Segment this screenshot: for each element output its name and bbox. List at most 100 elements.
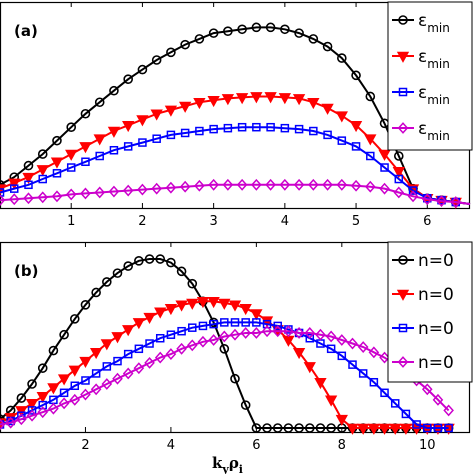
data-point xyxy=(229,328,241,341)
data-point xyxy=(250,309,263,321)
data-point xyxy=(69,393,81,406)
data-point xyxy=(179,101,192,113)
data-point xyxy=(198,321,208,331)
data-point xyxy=(380,163,389,172)
data-point xyxy=(283,423,294,433)
data-point xyxy=(91,287,101,298)
data-point xyxy=(230,318,240,327)
data-point xyxy=(122,184,134,197)
data-point xyxy=(325,330,337,343)
data-point xyxy=(219,343,230,354)
data-point xyxy=(369,377,379,387)
data-point xyxy=(122,367,134,380)
data-point xyxy=(0,194,6,207)
data-point xyxy=(393,186,405,199)
panel-a: 1 2 3 4 5 6 (a) εmin εmin εmin εmin xyxy=(0,1,473,229)
data-point xyxy=(155,333,165,343)
data-point xyxy=(94,186,106,199)
x-axis-label: kyρi xyxy=(212,454,243,474)
data-point xyxy=(150,109,163,121)
data-point xyxy=(166,330,176,339)
data-point xyxy=(194,179,205,192)
legend-label: n=0 xyxy=(418,319,454,339)
data-point xyxy=(230,373,240,384)
data-point xyxy=(107,126,121,138)
data-point xyxy=(89,348,103,360)
data-point xyxy=(15,406,28,418)
data-point xyxy=(380,388,389,398)
data-point xyxy=(264,92,277,104)
data-point xyxy=(37,406,49,419)
data-point xyxy=(351,70,361,81)
data-point xyxy=(450,196,462,209)
data-point xyxy=(59,329,69,340)
data-point xyxy=(188,323,197,332)
data-point xyxy=(432,393,444,406)
data-point xyxy=(197,335,209,348)
data-point xyxy=(326,344,336,354)
data-point xyxy=(364,134,377,146)
data-point xyxy=(101,378,113,390)
x-tick-label: 6 xyxy=(423,214,431,229)
data-point xyxy=(305,333,315,343)
data-point xyxy=(16,413,27,426)
data-point xyxy=(154,351,166,364)
data-point xyxy=(93,134,106,146)
data-point xyxy=(102,362,112,371)
data-point xyxy=(236,178,248,191)
data-point xyxy=(265,22,276,33)
series-line xyxy=(0,95,471,205)
data-point xyxy=(123,261,133,271)
data-point xyxy=(176,266,187,277)
data-point xyxy=(137,183,148,196)
data-point xyxy=(80,187,91,200)
data-point xyxy=(309,126,318,136)
data-point xyxy=(294,423,304,433)
data-point xyxy=(207,296,220,309)
data-point xyxy=(207,96,220,108)
data-point xyxy=(208,28,219,38)
data-point xyxy=(308,178,319,191)
data-point xyxy=(112,268,123,278)
data-point xyxy=(261,325,273,338)
data-point xyxy=(241,318,250,327)
data-point xyxy=(79,356,92,368)
data-point xyxy=(308,34,319,44)
data-point xyxy=(279,178,291,191)
data-point xyxy=(166,47,176,58)
data-point xyxy=(90,383,102,396)
data-point xyxy=(36,392,49,404)
data-point xyxy=(65,188,77,201)
data-point xyxy=(237,24,247,35)
data-point xyxy=(186,298,199,310)
data-point xyxy=(408,186,418,195)
data-point xyxy=(66,163,76,172)
data-point xyxy=(293,178,305,191)
data-point xyxy=(132,318,146,330)
data-point xyxy=(65,149,78,161)
data-point xyxy=(252,122,261,132)
legend-marker xyxy=(398,87,408,97)
data-point xyxy=(294,124,304,134)
panel-label: (b) xyxy=(14,262,38,280)
data-point xyxy=(283,325,294,338)
data-point xyxy=(166,130,176,140)
data-point xyxy=(27,406,37,415)
legend-label: εmin xyxy=(418,11,450,35)
data-point xyxy=(109,85,119,96)
data-point xyxy=(262,319,272,329)
data-point xyxy=(27,379,37,389)
data-point xyxy=(346,423,359,435)
data-point xyxy=(266,122,275,132)
data-point xyxy=(48,345,59,356)
data-point xyxy=(57,374,71,386)
data-point xyxy=(100,339,113,351)
data-point xyxy=(390,399,400,408)
data-point xyxy=(251,327,262,339)
data-point xyxy=(165,348,177,361)
data-point xyxy=(336,178,348,191)
data-point xyxy=(23,160,34,171)
data-point xyxy=(280,123,290,133)
data-point xyxy=(5,416,16,429)
data-point xyxy=(336,334,348,346)
